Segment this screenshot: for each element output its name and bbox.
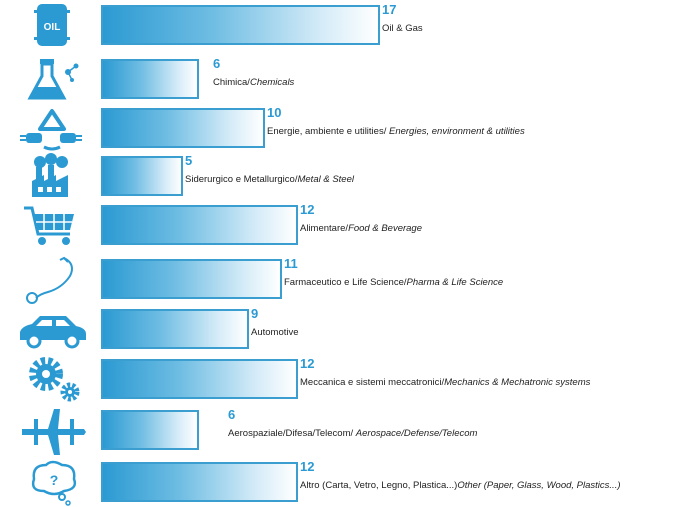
- bar: [101, 156, 183, 196]
- category-label-it: Meccanica e sistemi meccatronici/: [300, 377, 445, 388]
- category-label-it: Siderurgico e Metallurgico/: [185, 174, 298, 185]
- category-label: Alimentare/Food & Beverage: [300, 223, 422, 234]
- bar-row: OIL 17 Oil & Gas: [0, 0, 685, 50]
- factory-icon: [32, 153, 68, 197]
- category-label-en: Pharma & Life Science: [406, 277, 504, 288]
- bar-row: 6 Chimica/Chemicals: [0, 54, 685, 104]
- category-label-en: Aerospace/Defense/Telecom: [355, 428, 478, 439]
- chemistry-flask-icon: [27, 59, 79, 100]
- category-label-it: Oil & Gas: [382, 23, 423, 34]
- category-label-en: Metal & Steel: [297, 174, 354, 185]
- bar-row: 12 Meccanica e sistemi meccatronici/Mecha…: [0, 354, 685, 404]
- airplane-icon: [22, 409, 86, 455]
- bar: [101, 59, 199, 99]
- data-label: 12: [300, 202, 315, 217]
- data-label: 17: [382, 2, 397, 17]
- bar-row: 9 Automotive: [0, 304, 685, 354]
- bar: [101, 108, 265, 148]
- data-label: 10: [267, 105, 282, 120]
- category-label-en: Other (Paper, Glass, Wood, Plastics...): [457, 480, 621, 491]
- thought-bubble-icon: ?: [31, 460, 77, 506]
- car-icon: [20, 316, 86, 349]
- svg-text:?: ?: [50, 472, 59, 488]
- data-label: 11: [284, 256, 298, 271]
- bar: [101, 309, 249, 349]
- bar: [101, 410, 199, 450]
- bar: [101, 259, 282, 299]
- bar-row: 11 Farmaceutico e Life Science/Pharma & L…: [0, 254, 685, 304]
- category-label: Siderurgico e Metallurgico/Metal & Steel: [185, 174, 354, 185]
- category-label-it: Automotive: [251, 327, 299, 338]
- data-label: 6: [213, 56, 221, 71]
- bar: [101, 205, 298, 245]
- category-label: Meccanica e sistemi meccatronici/Mechani…: [300, 377, 590, 388]
- bar: [101, 5, 380, 45]
- data-label: 12: [300, 356, 315, 371]
- shopping-cart-icon: [24, 206, 74, 245]
- stethoscope-icon: [26, 256, 73, 304]
- bar: [101, 462, 298, 502]
- category-label-it: Aerospaziale/Difesa/Telecom/: [228, 428, 356, 439]
- category-label-it: Farmaceutico e Life Science/: [284, 277, 407, 288]
- category-label: Altro (Carta, Vetro, Legno, Plastica...)…: [300, 480, 621, 491]
- category-label-en: Energies, environment & utilities: [388, 126, 525, 137]
- category-label: Energie, ambiente e utilities/ Energies,…: [267, 126, 525, 137]
- bar-row: 10 Energie, ambiente e utilities/ Energie…: [0, 103, 685, 153]
- bar-row: 12 Alimentare/Food & Beverage: [0, 200, 685, 250]
- category-label-en: Mechanics & Mechatronic systems: [444, 377, 591, 388]
- category-label: Oil & Gas: [382, 23, 423, 34]
- category-label-en: Chemicals: [249, 77, 295, 88]
- category-label: Farmaceutico e Life Science/Pharma & Lif…: [284, 277, 503, 288]
- category-label-it: Alimentare/: [300, 223, 349, 234]
- svg-text:OIL: OIL: [44, 22, 61, 33]
- category-label: Aerospaziale/Difesa/Telecom/ Aerospace/D…: [228, 428, 477, 439]
- data-label: 6: [228, 407, 236, 422]
- data-label: 12: [300, 459, 315, 474]
- energy-recycle-icon: [20, 109, 82, 151]
- bar-row: 5 Siderurgico e Metallurgico/Metal & Stee…: [0, 151, 685, 201]
- category-label-en: Food & Beverage: [348, 223, 422, 234]
- category-label: Automotive: [251, 327, 299, 338]
- data-label: 5: [185, 153, 193, 168]
- category-label-it: Chimica/: [213, 77, 250, 88]
- category-label-it: Altro (Carta, Vetro, Legno, Plastica...): [300, 480, 458, 491]
- bar: [101, 359, 298, 399]
- category-label-it: Energie, ambiente e utilities/: [267, 126, 389, 137]
- bar-row: 6 Aerospaziale/Difesa/Telecom/ Aerospace/…: [0, 405, 685, 455]
- bar-row: ? 12 Altro (Carta, Vetro, Legno, Plastica.…: [0, 457, 685, 507]
- oil-barrel-icon: OIL: [34, 4, 70, 46]
- category-label: Chimica/Chemicals: [213, 77, 294, 88]
- gears-icon: [29, 357, 80, 402]
- data-label: 9: [251, 306, 259, 321]
